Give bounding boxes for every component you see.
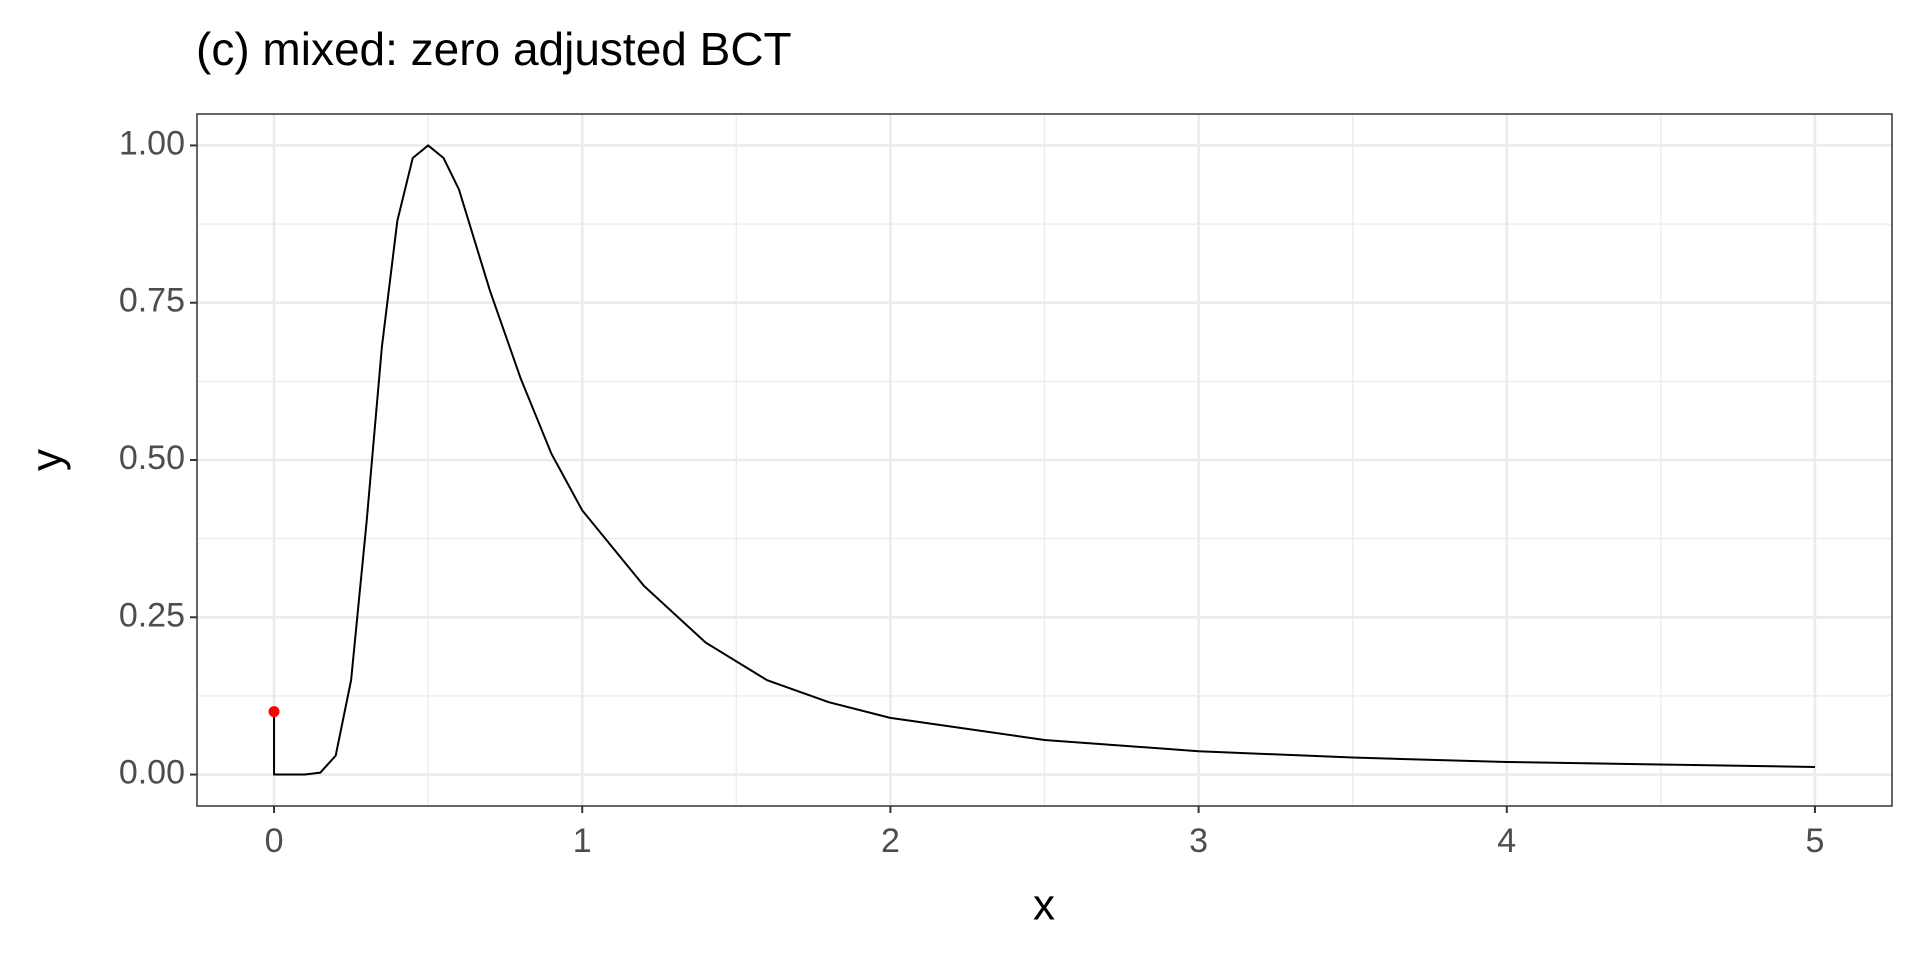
chart-title: (c) mixed: zero adjusted BCT: [196, 23, 792, 75]
y-tick-label: 0.50: [119, 439, 185, 477]
x-tick-label: 0: [265, 822, 284, 860]
y-tick-label: 0.25: [119, 596, 185, 634]
x-tick-label: 3: [1189, 822, 1208, 860]
x-tick-label: 5: [1805, 822, 1824, 860]
point: [268, 706, 280, 718]
y-tick-label: 0.75: [119, 282, 185, 320]
x-tick-label: 1: [573, 822, 592, 860]
x-axis-title: x: [1033, 881, 1055, 930]
panel-border: [196, 113, 1893, 807]
line: [273, 144, 1815, 776]
x-tick-label: 2: [881, 822, 900, 860]
x-tick-label: 4: [1497, 822, 1516, 860]
y-axis-title: y: [23, 449, 72, 471]
y-tick-label: 1.00: [119, 124, 185, 162]
y-tick-label: 0.00: [119, 754, 185, 792]
